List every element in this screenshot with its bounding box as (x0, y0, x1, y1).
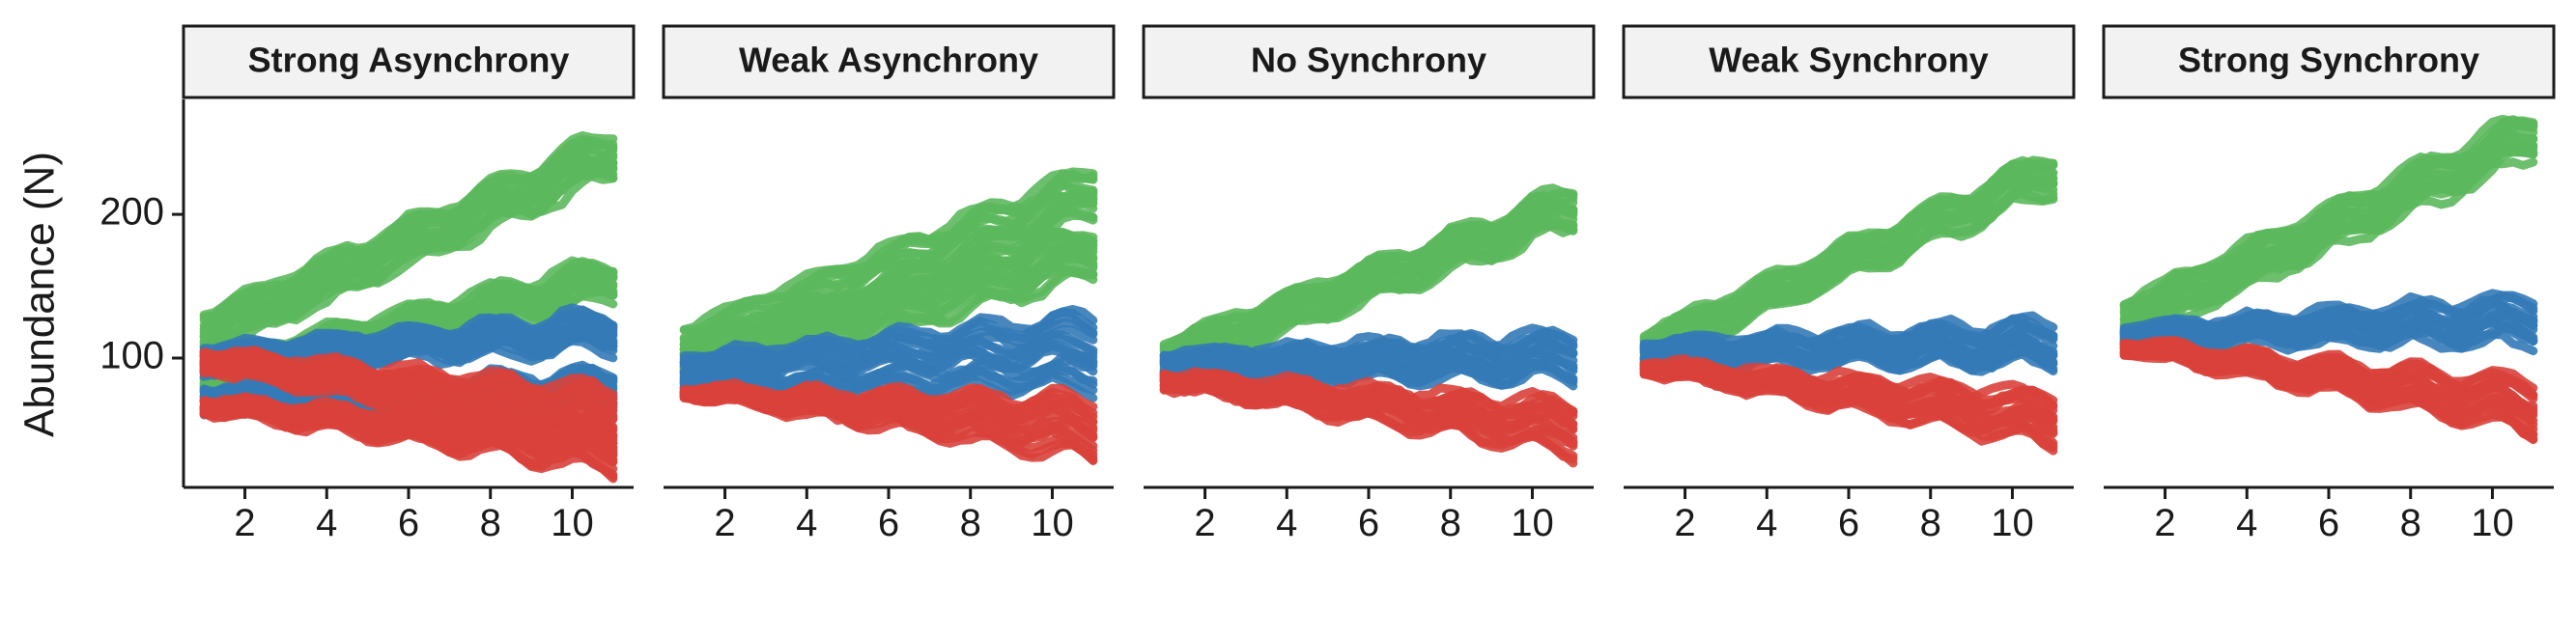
red-band (2119, 336, 2538, 445)
green-band (1639, 155, 2058, 374)
trajectory-line (679, 227, 1098, 349)
facet-strip (182, 24, 636, 99)
x-tick-label: 10 (1511, 502, 1554, 544)
x-tick-label: 2 (234, 502, 255, 544)
x-tick-label: 4 (2236, 502, 2257, 544)
x-tick-label: 10 (551, 502, 594, 544)
blue-band (679, 305, 1098, 402)
x-tick-label: 10 (1991, 502, 2034, 544)
y-axis-title: Abundance (N) (16, 152, 64, 437)
x-tick-label: 10 (2471, 502, 2514, 544)
red-band (679, 377, 1098, 465)
trajectory-line (679, 377, 1098, 411)
red-band (199, 392, 618, 484)
red-band (1639, 354, 2058, 456)
trajectory-line (679, 305, 1098, 361)
trajectory-line (2119, 114, 2538, 310)
facet-title: No Synchrony (1251, 41, 1486, 80)
red-band (1159, 367, 1578, 468)
x-tick-label: 8 (960, 502, 981, 544)
facet-title: Strong Asynchrony (248, 41, 570, 80)
green-band (199, 131, 618, 362)
x-tick-label: 4 (1276, 502, 1297, 544)
trajectory-line (2119, 291, 2538, 337)
panel-4: Weak Synchrony 2 4 6 8 10 (1622, 24, 2076, 544)
blue-band (2119, 289, 2538, 356)
x-tick-label: 8 (2400, 502, 2421, 544)
trajectory-line (1639, 354, 2058, 411)
x-tick-label: 4 (1756, 502, 1777, 544)
y-tick-label: 100 (99, 335, 164, 377)
green-band (2119, 114, 2538, 352)
x-tick-label: 2 (1674, 502, 1695, 544)
x-tick-label: 6 (1838, 502, 1859, 544)
x-tick-label: 2 (2154, 502, 2175, 544)
trajectory-line (1159, 183, 1578, 349)
panel-5: Strong Synchrony 2 4 6 8 10 (2102, 24, 2556, 544)
facet-strip (1142, 24, 1596, 99)
trajectory-line (1639, 155, 2058, 341)
x-tick-label: 2 (1194, 502, 1215, 544)
trajectory-line (1639, 311, 2058, 349)
trajectory-line (2119, 289, 2538, 333)
y-tick-label: 200 (99, 191, 164, 234)
x-tick-label: 6 (1358, 502, 1379, 544)
x-tick-label: 8 (480, 502, 501, 544)
x-tick-label: 8 (1920, 502, 1941, 544)
x-tick-label: 4 (316, 502, 337, 544)
trajectory-line (199, 346, 618, 403)
panels: Strong Asynchrony 2 4 6 8 10 100 200 Weak Asynch… (99, 24, 2556, 544)
panel-3: No Synchrony 2 4 6 8 10 (1142, 24, 1596, 544)
trajectory-line (199, 392, 618, 441)
facet-strip (2102, 24, 2556, 99)
trajectory-line (1159, 323, 1578, 362)
trajectory-line (199, 131, 618, 319)
facet-strip (662, 24, 1116, 99)
x-tick-label: 4 (796, 502, 817, 544)
x-tick-label: 8 (1440, 502, 1461, 544)
x-tick-label: 6 (398, 502, 419, 544)
blue-band (1639, 311, 2058, 376)
trajectory-line (679, 169, 1098, 334)
panel-1: Strong Asynchrony 2 4 6 8 10 100 200 (99, 24, 636, 544)
facet-title: Weak Asynchrony (739, 41, 1038, 80)
facet-title: Strong Synchrony (2178, 41, 2479, 80)
trajectory-line (1159, 367, 1578, 418)
x-tick-label: 2 (714, 502, 735, 544)
x-tick-label: 6 (878, 502, 899, 544)
facet-strip (1622, 24, 2076, 99)
x-tick-label: 10 (1031, 502, 1074, 544)
trajectory-line (199, 303, 618, 353)
facet-title: Weak Synchrony (1709, 41, 1988, 80)
panel-2: Weak Asynchrony 2 4 6 8 10 (662, 24, 1116, 544)
blue-band (199, 303, 618, 381)
x-tick-label: 6 (2318, 502, 2339, 544)
trajectory-line (2119, 336, 2538, 393)
